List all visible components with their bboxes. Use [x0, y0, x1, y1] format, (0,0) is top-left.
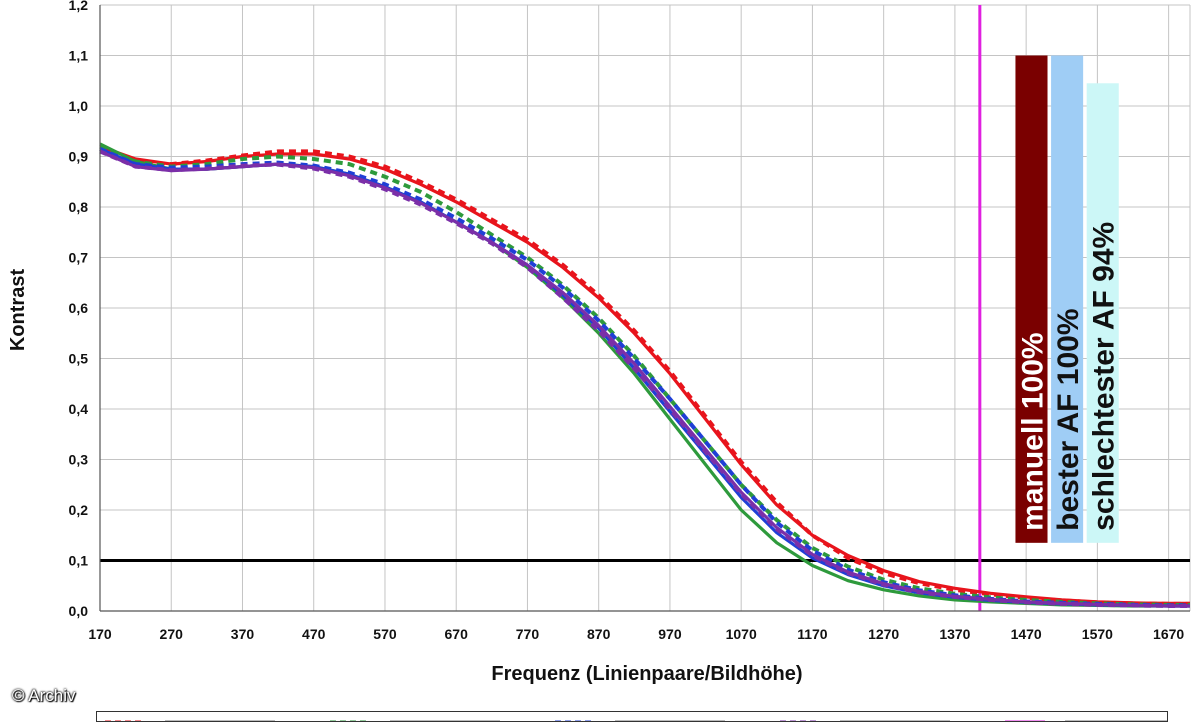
y-tick-label: 0,4	[69, 401, 89, 417]
dashed-series-line	[99, 147, 1190, 608]
x-tick-label: 870	[587, 626, 611, 642]
y-tick-label: 0,3	[69, 452, 89, 468]
dashed-series-line	[99, 149, 1190, 608]
y-tick-label: 0,1	[69, 553, 89, 569]
x-tick-label: 270	[160, 626, 184, 642]
x-tick-label: 1070	[726, 626, 757, 642]
bar-label: bester AF 100%	[1052, 308, 1085, 530]
percentage-bar	[1051, 55, 1084, 543]
series-lines	[99, 142, 1190, 608]
y-tick-label: 1,0	[69, 98, 89, 114]
y-tick-label: 0,6	[69, 300, 89, 316]
x-tick-label: 370	[231, 626, 255, 642]
axes	[99, 5, 1190, 612]
y-axis-title: Kontrast	[7, 269, 29, 352]
y-tick-label: 0,8	[69, 199, 89, 215]
x-tick-label: 1170	[797, 626, 828, 642]
legend-strip-graphic	[105, 720, 1167, 721]
percentage-bars: manuell 100% bester AF 100% schlechtester …	[1015, 55, 1121, 543]
x-tick-label: 1470	[1011, 626, 1042, 642]
x-tick-label: 1370	[939, 626, 970, 642]
y-tick-label: 0,5	[69, 351, 89, 367]
copyright-credit: © Archiv	[12, 686, 76, 705]
y-tick-label: 0,9	[69, 149, 89, 165]
bar-label: manuell 100%	[1016, 332, 1049, 530]
y-tick-label: 1,1	[69, 48, 89, 64]
tick-labels: 170 270 370 470 570 670 770 870 970 1070 1170 1270 1…	[69, 0, 1185, 642]
x-tick-label: 770	[516, 626, 540, 642]
percentage-bar	[1086, 83, 1119, 543]
x-tick-label: 1670	[1153, 626, 1184, 642]
x-tick-label: 470	[302, 626, 326, 642]
solid-series-line	[99, 149, 1190, 608]
x-tick-label: 570	[373, 626, 397, 642]
legend-strip	[96, 711, 1168, 722]
percentage-bar	[1015, 55, 1048, 543]
x-axis-title: Frequenz (Linienpaare/Bildhöhe)	[491, 663, 802, 685]
x-tick-label: 1570	[1082, 626, 1113, 642]
y-tick-label: 1,2	[69, 0, 89, 13]
y-tick-label: 0,2	[69, 502, 89, 518]
x-tick-label: 670	[445, 626, 469, 642]
bar-label: schlechtester AF 94%	[1088, 222, 1121, 531]
y-tick-label: 0,7	[69, 250, 89, 266]
dashed-series-line	[99, 147, 1190, 606]
reference-lines	[100, 5, 1190, 611]
y-tick-label: 0,0	[69, 603, 89, 619]
x-tick-label: 970	[658, 626, 682, 642]
x-tick-label: 1270	[868, 626, 899, 642]
x-tick-label: 170	[88, 626, 112, 642]
